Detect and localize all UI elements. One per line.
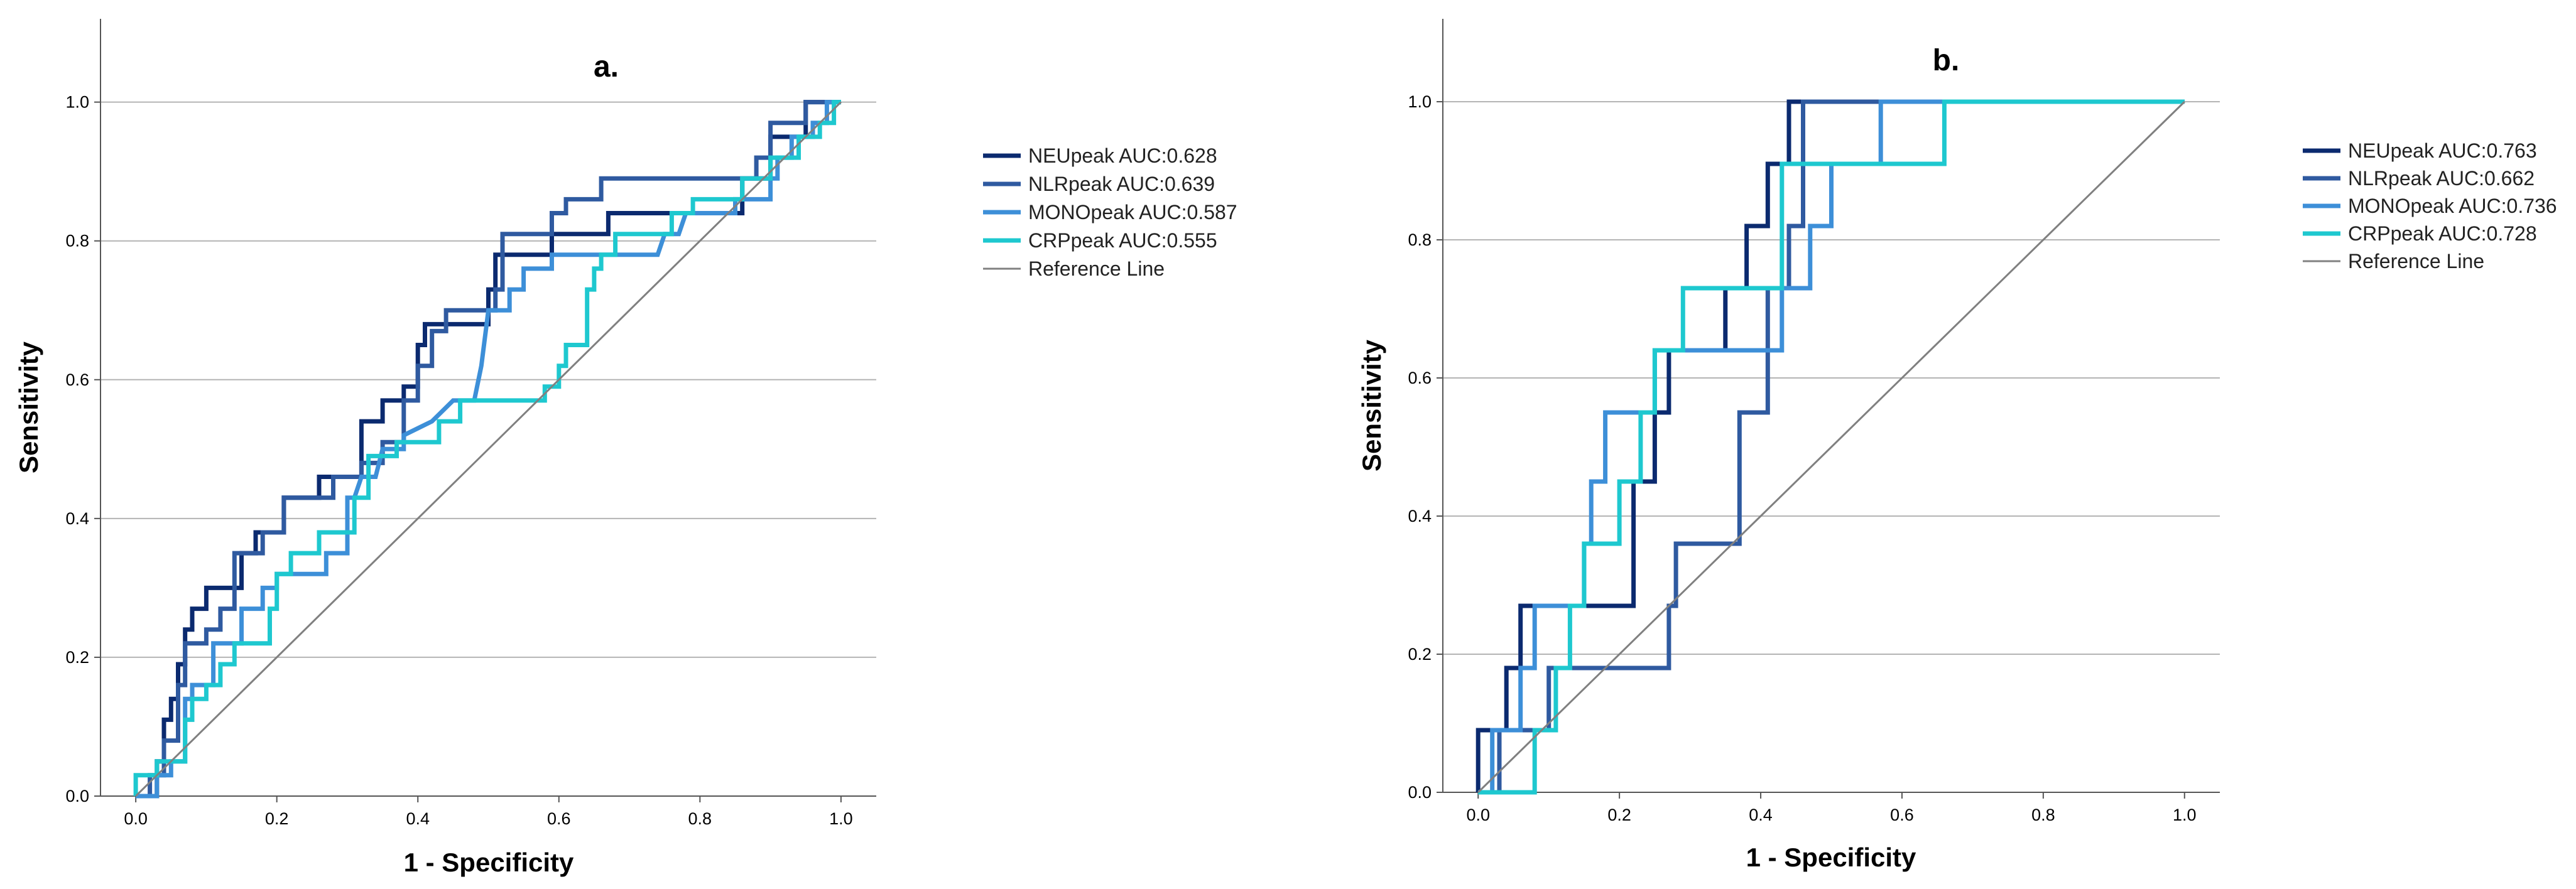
legend-label: CRPpeak AUC:0.728 [2348,222,2537,245]
roc-curve [136,100,841,799]
x-tick-label: 1.0 [2173,805,2197,824]
legend-label: Reference Line [2348,250,2484,272]
y-tick-label: 0.4 [1408,507,1432,525]
x-tick-label: 0.4 [406,809,430,828]
x-tick-label: 0.6 [1890,805,1914,824]
reference-line [135,101,842,797]
panel-title: b. [1933,44,1960,77]
reference-line [1477,100,2185,794]
y-tick-label: 1.0 [1408,92,1432,111]
legend-label: CRPpeak AUC:0.555 [1028,229,1217,252]
roc-curve [136,100,841,799]
legend-label: MONOpeak AUC:0.587 [1028,201,1237,224]
y-axis-label: Sensitivity [14,341,43,473]
roc-curve [1478,99,2185,795]
y-axis-label: Sensitivity [1357,339,1386,471]
x-axis-label: 1 - Specificity [1746,843,1916,872]
legend-label: NLRpeak AUC:0.662 [2348,167,2535,190]
roc-curve [1478,99,2185,795]
legend-label: Reference Line [1028,257,1165,280]
legend-label: MONOpeak AUC:0.736 [2348,195,2557,217]
legend-label: NLRpeak AUC:0.639 [1028,173,1215,195]
roc-panel-b: 0.0 0.2 0.4 0.6 0.8 1.0 0.0 0.2 0.4 0.6 0.8 1.0 1 - … [1357,19,2557,872]
x-tick-label: 0.4 [1749,805,1773,824]
x-tick-label: 0.2 [1607,805,1631,824]
x-tick-label: 1.0 [829,809,853,828]
y-tick-label: 0.0 [65,787,89,805]
y-tick-label: 0.8 [1408,230,1432,249]
roc-curve [1475,99,2185,792]
y-tick-label: 0.8 [65,232,89,251]
roc-curve [136,100,841,799]
y-tick-label: 0.2 [65,648,89,667]
x-tick-label: 0.0 [124,809,148,828]
y-tick-label: 0.0 [1408,783,1432,802]
y-tick-label: 0.6 [1408,369,1432,387]
y-tick-label: 1.0 [65,93,89,112]
x-tick-label: 0.8 [688,809,712,828]
y-tick-label: 0.2 [1408,645,1432,664]
x-tick-label: 0.8 [2031,805,2055,824]
x-axis-label: 1 - Specificity [404,848,574,877]
y-tick-label: 0.4 [65,509,89,528]
y-tick-label: 0.6 [65,370,89,389]
x-tick-label: 0.2 [265,809,289,828]
x-tick-label: 0.0 [1466,805,1490,824]
panel-title: a. [594,50,619,84]
roc-panel-a: 0.0 0.2 0.4 0.6 0.8 1.0 0.0 0.2 0.4 0.6 0.8 1.0 1 - … [14,19,1237,877]
legend-label: NEUpeak AUC:0.628 [1028,144,1217,167]
legend-label: NEUpeak AUC:0.763 [2348,139,2537,162]
x-tick-label: 0.6 [547,809,571,828]
